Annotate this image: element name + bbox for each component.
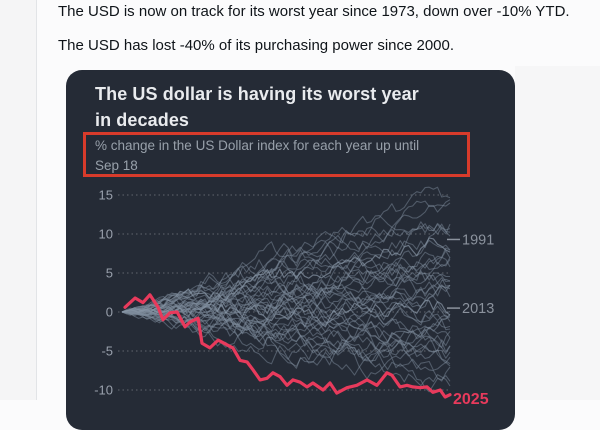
page-left-margin	[0, 0, 36, 400]
year-line-1991	[121, 237, 451, 313]
chart-subtitle-line-1: % change in the US Dollar index for each…	[95, 138, 420, 153]
y-tick-label--5: -5	[101, 344, 113, 359]
page-right-margin	[515, 66, 600, 400]
red-annotation-box: % change in the US Dollar index for each…	[83, 132, 470, 177]
highlight-line-2025	[123, 293, 452, 399]
background-year-line	[121, 221, 451, 314]
y-tick-label--10: -10	[94, 383, 113, 398]
background-year-line	[122, 310, 451, 365]
background-year-line	[121, 303, 451, 338]
y-tick-label-0: 0	[106, 305, 113, 320]
y-tick-label-15: 15	[99, 188, 113, 203]
chart-title-line-1: The US dollar is having its worst year	[95, 84, 419, 104]
year-line-2013	[121, 299, 451, 328]
background-year-line	[121, 311, 451, 382]
y-tick-label-10: 10	[99, 227, 113, 242]
tweet-paragraph-1: The USD is now on track for its worst ye…	[58, 3, 570, 20]
background-year-line	[121, 311, 451, 387]
chart-subtitle-line-2: Sep 18	[95, 158, 138, 173]
background-year-line	[121, 224, 451, 313]
background-year-line	[121, 277, 451, 316]
background-year-line	[121, 311, 451, 357]
chart-image-card[interactable]: The US dollar is having its worst year i…	[66, 70, 515, 430]
edge-label-2013: 2013	[462, 301, 494, 317]
background-year-line	[121, 309, 451, 371]
tweet-paragraph-2: The USD has lost -40% of its purchasing …	[58, 37, 455, 54]
thread-connector-line	[36, 0, 37, 400]
chart-title: The US dollar is having its worst year i…	[95, 81, 490, 133]
chart-title-line-2: in decades	[95, 110, 190, 130]
chart-subtitle: % change in the US Dollar index for each…	[95, 136, 465, 176]
edge-label-1991: 1991	[462, 232, 494, 248]
background-year-line	[121, 239, 451, 313]
y-tick-label-5: 5	[106, 266, 113, 281]
background-year-line	[121, 310, 451, 393]
background-year-line	[121, 274, 451, 314]
